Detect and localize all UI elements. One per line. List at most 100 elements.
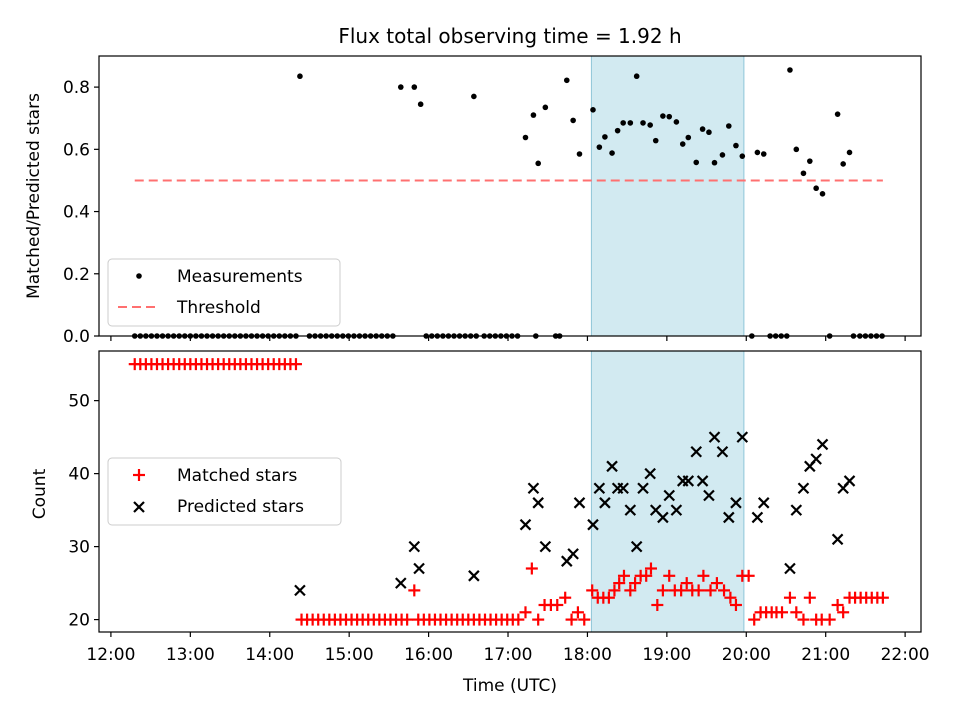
matched-star-point xyxy=(704,584,717,597)
top-legend-box xyxy=(107,258,341,327)
matched-star-point xyxy=(586,584,599,597)
top-y-tick-label: 0.6 xyxy=(63,140,90,160)
legend-measurements-marker xyxy=(136,273,142,279)
measurement-point xyxy=(793,146,800,153)
predicted-star-point xyxy=(751,511,764,524)
legend-predicted-label: Predicted stars xyxy=(177,497,304,517)
legend-measurements-label: Measurements xyxy=(177,267,303,287)
predicted-star-point xyxy=(599,497,611,509)
matched-star-point xyxy=(401,613,414,626)
legend-threshold-label: Threshold xyxy=(176,298,261,318)
measurement-point xyxy=(660,113,666,119)
matched-star-point xyxy=(697,569,710,582)
bottom-panel-frame xyxy=(98,350,922,633)
matched-star-point xyxy=(692,584,705,597)
x-tick-label: 15:00 xyxy=(325,645,374,665)
predicted-star-point xyxy=(663,489,676,502)
matched-star-point xyxy=(644,562,657,575)
measurement-point xyxy=(739,153,746,159)
predicted-star-point xyxy=(468,570,480,582)
top-y-ticks: 0.0 0.2 0.4 0.6 0.8 xyxy=(63,78,99,347)
predicted-star-point xyxy=(657,511,669,524)
matched-star-point xyxy=(559,591,572,604)
predicted-star-point xyxy=(797,482,810,494)
matched-star-point xyxy=(797,613,810,626)
measurement-point xyxy=(576,151,583,157)
x-tick-label: 18:00 xyxy=(563,645,612,665)
measurement-point xyxy=(570,117,576,124)
matched-star-point xyxy=(578,613,591,626)
x-tick-label: 22:00 xyxy=(881,645,930,665)
legend-predicted-marker xyxy=(133,501,145,513)
measurement-point xyxy=(760,151,767,157)
predicted-star-point xyxy=(532,497,544,509)
bot-y-tick-label: 40 xyxy=(68,465,90,485)
top-x-ticks xyxy=(110,336,906,341)
predicted-star-point xyxy=(843,475,856,487)
measurement-point xyxy=(819,191,826,197)
measurement-point xyxy=(706,129,712,136)
matched-star-point xyxy=(675,584,688,597)
matched-star-point xyxy=(837,606,850,619)
measurement-point xyxy=(807,158,813,164)
measurement-point xyxy=(522,134,529,141)
matched-star-point xyxy=(790,606,803,619)
matched-star-point xyxy=(512,613,525,626)
predicted-star-point xyxy=(539,540,552,553)
matched-star-point xyxy=(776,606,789,619)
predicted-star-point xyxy=(816,438,829,451)
measurement-point xyxy=(627,120,634,126)
predicted-star-point xyxy=(696,475,709,487)
predicted-star-point xyxy=(624,504,637,516)
predicted-star-point xyxy=(810,453,822,465)
predicted-star-point xyxy=(682,475,695,487)
x-tick-label: 17:00 xyxy=(484,645,533,665)
measurement-point xyxy=(535,160,541,167)
predicted-star-point xyxy=(831,533,844,546)
measurement-point xyxy=(620,120,626,126)
matched-star-point xyxy=(742,569,755,582)
predicted-star-point xyxy=(644,467,656,480)
measurement-point xyxy=(679,141,686,147)
top-y-tick-label: 0.0 xyxy=(63,327,90,347)
measurement-point xyxy=(609,150,615,156)
matched-star-point xyxy=(602,591,615,604)
top-panel-shade xyxy=(590,55,745,337)
x-tick-label: 12:00 xyxy=(86,645,135,665)
measurement-point xyxy=(719,152,726,158)
matched-star-point xyxy=(748,613,761,626)
measurement-point xyxy=(397,84,404,90)
measurement-point xyxy=(297,73,303,80)
measurement-point xyxy=(787,67,793,73)
measurement-point xyxy=(834,111,841,117)
top-panel: 0.00.20.40.60.8 Matched/Predicted stars … xyxy=(24,55,922,347)
predicted-star-point xyxy=(690,445,703,458)
matched-star-point xyxy=(289,358,302,371)
matched-star-point xyxy=(551,598,564,611)
bot-y-tick-label: 50 xyxy=(68,392,90,412)
matched-star-point xyxy=(408,584,421,597)
matched-star-point xyxy=(640,569,653,582)
top-y-tick-label: 0.2 xyxy=(63,265,90,285)
bottom-legend: Matched stars Predicted stars xyxy=(107,457,342,526)
measurement-point xyxy=(602,134,608,140)
measurement-point xyxy=(840,161,846,167)
matched-star-point xyxy=(532,613,545,626)
x-tick-label: 19:00 xyxy=(642,645,691,665)
x-tick-label: 13:00 xyxy=(166,645,215,665)
bottom-legend-box xyxy=(107,457,342,526)
matched-star-point xyxy=(710,577,723,590)
matched-star-point xyxy=(823,613,836,626)
bottom-x-ticks: 12:00 13:00 14:00 15:00 16:00 17:00 18:00 19:00… xyxy=(86,632,930,665)
measurement-point xyxy=(563,77,570,84)
measurement-point xyxy=(726,123,732,129)
measurement-point xyxy=(846,149,853,156)
matched-star-point xyxy=(663,569,676,582)
measurement-point xyxy=(673,119,680,125)
x-tick-label: 20:00 xyxy=(722,645,771,665)
predicted-star-point xyxy=(573,497,586,509)
measurement-point xyxy=(685,134,692,141)
predicted-star-point xyxy=(637,482,649,494)
matched-star-point xyxy=(831,598,844,611)
matched-star-point xyxy=(617,569,630,582)
